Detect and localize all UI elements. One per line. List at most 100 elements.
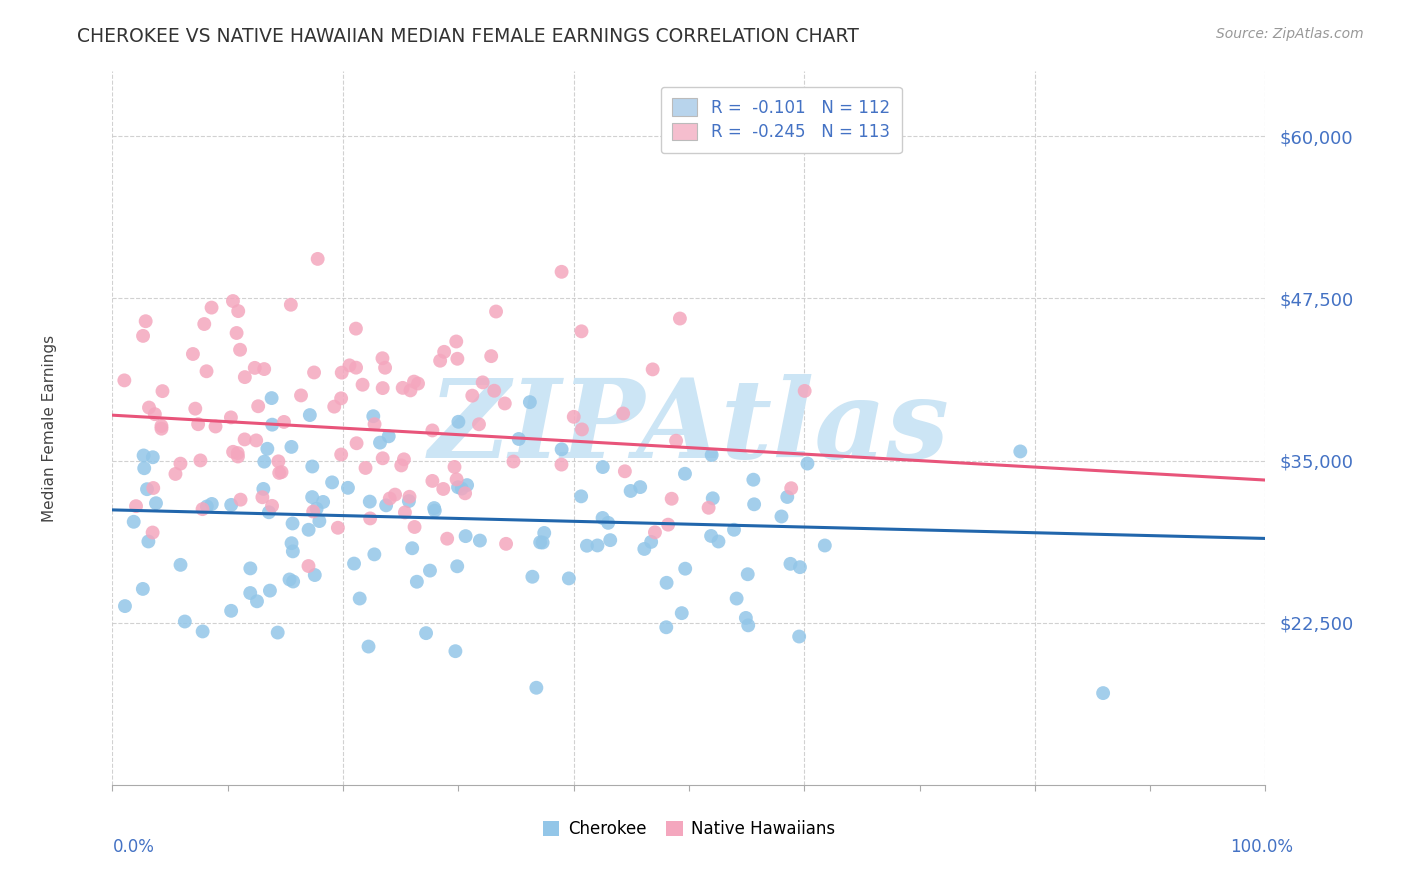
- Text: Source: ZipAtlas.com: Source: ZipAtlas.com: [1216, 27, 1364, 41]
- Cherokee: [620, 483, 643, 498]
- Cherokee: [550, 442, 572, 457]
- Text: ZIPAtlas: ZIPAtlas: [429, 375, 949, 482]
- Native Hawaiians: [233, 370, 256, 384]
- Cherokee: [702, 491, 724, 506]
- Native Hawaiians: [479, 349, 502, 363]
- Native Hawaiians: [302, 504, 325, 518]
- Cherokee: [259, 583, 281, 598]
- Native Hawaiians: [433, 344, 456, 359]
- Cherokee: [531, 535, 554, 549]
- Cherokee: [450, 482, 472, 496]
- Native Hawaiians: [193, 317, 215, 331]
- Native Hawaiians: [378, 491, 401, 506]
- Cherokee: [219, 498, 242, 512]
- Text: 0.0%: 0.0%: [112, 838, 155, 856]
- Cherokee: [257, 505, 280, 519]
- Cherokee: [446, 559, 468, 574]
- Native Hawaiians: [697, 500, 720, 515]
- Cherokee: [742, 473, 765, 487]
- Native Hawaiians: [165, 467, 187, 481]
- Legend: Cherokee, Native Hawaiians: Cherokee, Native Hawaiians: [536, 814, 842, 845]
- Cherokee: [522, 570, 544, 584]
- Cherokee: [770, 509, 793, 524]
- Cherokee: [298, 408, 321, 422]
- Cherokee: [655, 575, 678, 590]
- Text: CHEROKEE VS NATIVE HAWAIIAN MEDIAN FEMALE EARNINGS CORRELATION CHART: CHEROKEE VS NATIVE HAWAIIAN MEDIAN FEMAL…: [77, 27, 859, 45]
- Native Hawaiians: [307, 252, 329, 266]
- Cherokee: [524, 681, 547, 695]
- Text: Median Female Earnings: Median Female Earnings: [42, 334, 56, 522]
- Native Hawaiians: [191, 502, 214, 516]
- Native Hawaiians: [359, 511, 381, 525]
- Native Hawaiians: [392, 452, 415, 467]
- Native Hawaiians: [152, 384, 174, 398]
- Cherokee: [444, 644, 467, 658]
- Cherokee: [737, 567, 759, 582]
- Native Hawaiians: [150, 422, 173, 436]
- Cherokee: [375, 499, 398, 513]
- Cherokee: [529, 535, 551, 549]
- Native Hawaiians: [562, 409, 585, 424]
- Cherokee: [132, 582, 155, 596]
- Cherokee: [191, 624, 214, 639]
- Native Hawaiians: [422, 424, 444, 438]
- Cherokee: [737, 618, 759, 632]
- Cherokee: [1092, 686, 1115, 700]
- Cherokee: [447, 415, 470, 429]
- Native Hawaiians: [446, 351, 468, 366]
- Native Hawaiians: [352, 377, 374, 392]
- Cherokee: [201, 497, 224, 511]
- Native Hawaiians: [132, 329, 155, 343]
- Cherokee: [359, 494, 381, 508]
- Native Hawaiians: [399, 384, 422, 398]
- Native Hawaiians: [391, 381, 413, 395]
- Cherokee: [304, 568, 326, 582]
- Cherokee: [252, 482, 274, 496]
- Native Hawaiians: [371, 381, 394, 395]
- Cherokee: [398, 494, 420, 508]
- Cherokee: [267, 625, 290, 640]
- Cherokee: [787, 630, 810, 644]
- Cherokee: [700, 529, 723, 543]
- Cherokee: [138, 534, 160, 549]
- Cherokee: [219, 604, 242, 618]
- Native Hawaiians: [150, 419, 173, 434]
- Cherokee: [169, 558, 191, 572]
- Native Hawaiians: [169, 457, 191, 471]
- Native Hawaiians: [330, 448, 353, 462]
- Native Hawaiians: [200, 301, 222, 315]
- Cherokee: [363, 547, 385, 561]
- Cherokee: [256, 442, 278, 456]
- Cherokee: [246, 594, 269, 608]
- Native Hawaiians: [661, 491, 683, 506]
- Cherokee: [377, 429, 399, 443]
- Cherokee: [575, 539, 598, 553]
- Cherokee: [586, 538, 609, 552]
- Cherokee: [280, 536, 302, 550]
- Cherokee: [558, 571, 581, 585]
- Native Hawaiians: [398, 490, 420, 504]
- Cherokee: [336, 481, 359, 495]
- Cherokee: [114, 599, 136, 613]
- Cherokee: [281, 574, 304, 589]
- Native Hawaiians: [269, 466, 291, 480]
- Cherokee: [779, 557, 801, 571]
- Cherokee: [508, 432, 530, 446]
- Native Hawaiians: [446, 334, 468, 349]
- Native Hawaiians: [641, 362, 664, 376]
- Cherokee: [598, 516, 620, 530]
- Cherokee: [423, 503, 446, 517]
- Native Hawaiians: [267, 454, 290, 468]
- Native Hawaiians: [302, 366, 325, 380]
- Cherokee: [363, 409, 385, 424]
- Cherokee: [533, 525, 555, 540]
- Native Hawaiians: [142, 481, 165, 495]
- Cherokee: [357, 640, 380, 654]
- Cherokee: [368, 435, 391, 450]
- Cherokee: [239, 586, 262, 600]
- Native Hawaiians: [245, 434, 267, 448]
- Cherokee: [592, 511, 614, 525]
- Native Hawaiians: [204, 419, 226, 434]
- Native Hawaiians: [344, 360, 367, 375]
- Native Hawaiians: [225, 326, 247, 340]
